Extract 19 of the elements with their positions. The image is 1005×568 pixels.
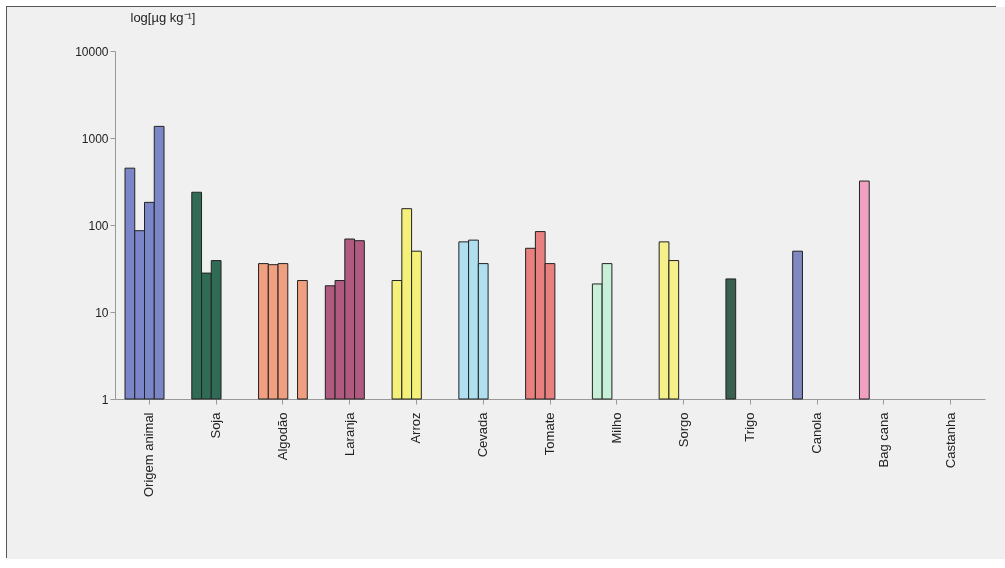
x-tick-label: Cevada <box>475 411 491 458</box>
y-tick-label: 1 <box>101 392 109 407</box>
x-tick-label: Algodão <box>274 412 290 461</box>
x-tick-label: Canola <box>809 411 825 454</box>
x-tick-label: Milho <box>608 412 624 444</box>
y-axis-title: log[µg kg⁻¹] <box>130 9 196 25</box>
y-tick-label: 1000 <box>81 131 109 146</box>
x-tick-label: Castanha <box>942 411 958 469</box>
x-tick-label: Trigo <box>742 412 758 442</box>
x-tick-label: Laranja <box>341 411 357 456</box>
x-tick-label: Soja <box>208 411 224 439</box>
y-tick-label: 100 <box>88 218 109 233</box>
x-tick-label: Bag cana <box>875 411 891 468</box>
y-tick-label: 10 <box>95 305 109 320</box>
x-tick-label: Sorgo <box>675 412 691 448</box>
x-tick-label: Origem animal <box>141 412 157 498</box>
y-tick-label: 10000 <box>75 44 109 59</box>
x-tick-label: Arroz <box>408 412 424 444</box>
x-tick-label: Tomate <box>542 412 557 456</box>
